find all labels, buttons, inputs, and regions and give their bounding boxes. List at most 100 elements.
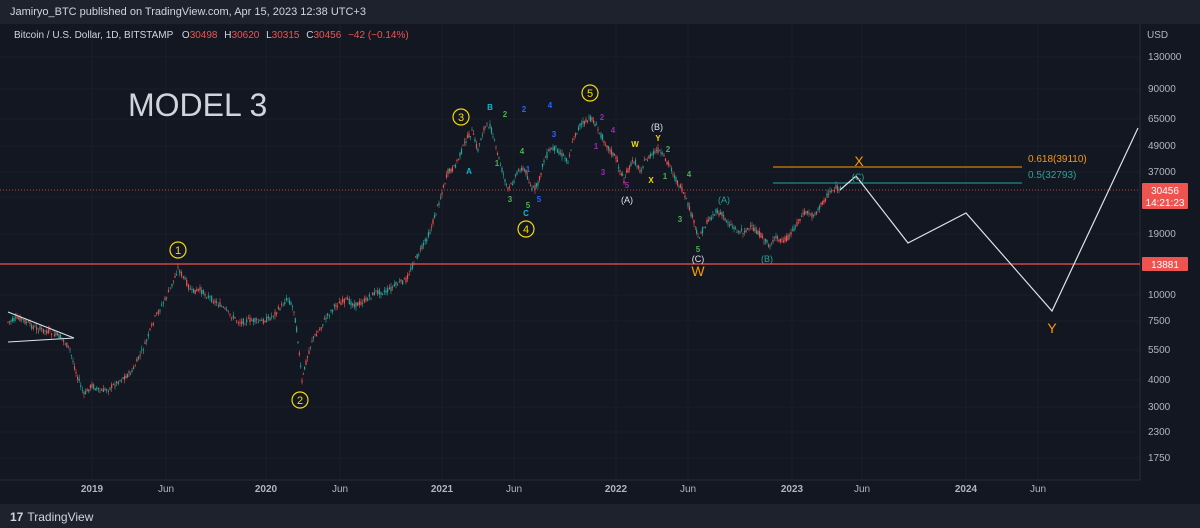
minor-wave-label: C (523, 209, 529, 218)
candle-body (332, 309, 334, 312)
candle-body (180, 272, 183, 276)
candle-body (227, 310, 229, 312)
candle-body (573, 138, 575, 140)
candle-body (408, 274, 410, 275)
candle-body (448, 168, 451, 172)
candle-body (670, 168, 673, 171)
candle-body (397, 284, 399, 286)
candle-body (141, 348, 143, 350)
candle-body (574, 132, 577, 137)
candle-body (697, 236, 699, 238)
candle-body (134, 365, 136, 367)
candle-body (314, 334, 316, 336)
candle-body (184, 277, 186, 280)
candle-body (561, 152, 563, 157)
candle-body (27, 321, 29, 323)
candle-body (154, 315, 156, 317)
symbol-legend: Bitcoin / U.S. Dollar, 1D, BITSTAMP O304… (14, 30, 409, 41)
drawing-overlays (0, 127, 1140, 343)
candle-body (620, 173, 622, 175)
price-tick-label: 130000 (1148, 52, 1182, 63)
currency-label: USD (1147, 30, 1168, 41)
candle-body (703, 227, 705, 229)
candle-body (388, 287, 390, 289)
candle-body (128, 371, 130, 374)
candle-body (442, 185, 445, 188)
candle-body (499, 164, 502, 166)
candle-body (31, 324, 33, 329)
candle-body (284, 302, 286, 305)
projection-path (839, 127, 1139, 313)
candle-body (282, 305, 284, 307)
candle-body (387, 288, 389, 293)
candle-body (501, 167, 503, 172)
tradingview-logo[interactable]: 17 TradingView (10, 510, 93, 524)
candle-body (817, 208, 819, 211)
candle-body (691, 214, 694, 218)
candle-body (510, 182, 512, 184)
candle-body (710, 217, 713, 220)
candle-body (89, 385, 91, 388)
candle-body (490, 127, 493, 134)
candle-body (707, 219, 710, 222)
candle-body (97, 387, 99, 390)
candle-body (598, 132, 601, 134)
support-price-badge: 13881 (1142, 257, 1188, 271)
candle-body (507, 187, 509, 190)
candle-body (480, 138, 482, 141)
candle-body (655, 149, 658, 151)
candle-body (604, 144, 607, 146)
candle-body (445, 174, 448, 178)
candle-body (456, 159, 458, 162)
svg-text:30456: 30456 (1151, 186, 1179, 197)
candle-body (757, 230, 759, 235)
candle-body (106, 389, 108, 391)
candle-body (166, 297, 168, 299)
candle-body (748, 228, 750, 230)
candle-body (727, 222, 729, 224)
major-wave-label: Y (1047, 320, 1057, 336)
candle-body (10, 320, 12, 322)
candle-body (772, 239, 774, 243)
candle-body (579, 123, 581, 127)
candle-body (293, 311, 295, 313)
candle-body (285, 298, 287, 301)
candle-body (532, 186, 535, 188)
candle-body (206, 297, 208, 299)
price-axis-panel[interactable] (1140, 24, 1200, 480)
candle-body (149, 328, 151, 330)
candle-body (652, 151, 655, 155)
candlestick-series (7, 114, 842, 399)
candle-body (469, 136, 472, 137)
tv-logo-text: TradingView (27, 510, 94, 524)
candle-body (367, 298, 369, 302)
candle-body (320, 327, 322, 330)
candle-body (34, 326, 36, 328)
candle-body (46, 330, 48, 334)
candle-body (99, 391, 101, 393)
candle-body (487, 127, 490, 129)
candle-body (736, 231, 738, 233)
candle-body (603, 141, 605, 143)
candle-body (773, 236, 776, 238)
candle-body (631, 160, 634, 162)
candle-body (463, 141, 466, 143)
candle-body (274, 311, 276, 316)
candle-body (681, 187, 683, 192)
candle-body (217, 305, 219, 307)
candle-body (663, 155, 665, 157)
minor-wave-label: 3 (508, 195, 513, 204)
minor-wave-label: 3 (678, 215, 683, 224)
candle-body (769, 245, 771, 247)
candle-body (8, 321, 11, 322)
candle-body (212, 302, 214, 304)
minor-wave-label: 5 (537, 195, 542, 204)
candle-body (102, 388, 104, 393)
price-chart[interactable]: 0.618(39110) 0.5(32793) 1 2 3 4 5 W X Y (A) (B) (C) (… (0, 24, 1200, 504)
candle-body (207, 295, 209, 298)
candle-body (432, 219, 434, 224)
candle-body (262, 319, 264, 324)
candle-body (300, 365, 302, 367)
candle-body (814, 213, 816, 215)
candle-body (577, 127, 580, 130)
